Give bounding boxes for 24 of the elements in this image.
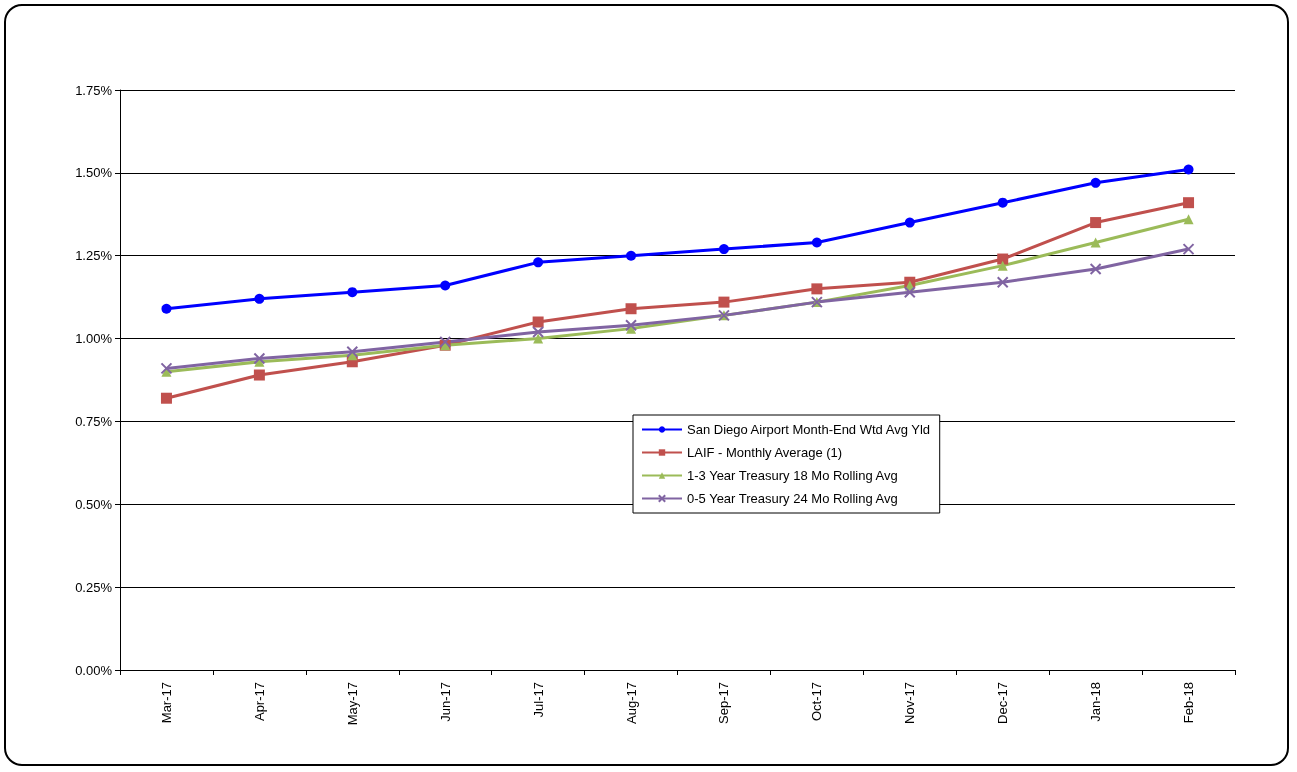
x-tick-label: Feb-18 — [1181, 682, 1197, 724]
legend-label: San Diego Airport Month-End Wtd Avg Yld — [687, 422, 931, 437]
y-tick-label: 0.25% — [75, 579, 113, 595]
y-tick-label: 0.00% — [75, 662, 113, 678]
x-tick-label: Apr-17 — [251, 682, 267, 722]
y-tick-label: 0.75% — [75, 413, 113, 429]
y-tick-label: 0.50% — [75, 496, 113, 512]
x-tick-label: Jan-18 — [1088, 682, 1104, 722]
y-tick-label: 1.75% — [75, 82, 113, 98]
x-tick-label: May-17 — [344, 682, 360, 726]
legend-label: LAIF - Monthly Average (1) — [687, 445, 843, 460]
y-tick-label: 1.00% — [75, 331, 113, 347]
x-tick-label: Jul-17 — [530, 682, 546, 718]
legend-label: 1-3 Year Treasury 18 Mo Rolling Avg — [687, 468, 898, 483]
legend-label: 0-5 Year Treasury 24 Mo Rolling Avg — [687, 491, 898, 506]
x-tick-label: Jun-17 — [437, 682, 453, 722]
x-tick-label: Sep-17 — [716, 682, 732, 724]
y-tick-label: 1.50% — [75, 165, 113, 181]
x-tick-label: Aug-17 — [623, 682, 639, 724]
x-tick-label: Nov-17 — [902, 682, 918, 724]
y-tick-label: 1.25% — [75, 248, 113, 264]
x-tick-label: Mar-17 — [158, 682, 174, 724]
x-tick-label: Oct-17 — [809, 682, 825, 722]
x-tick-label: Dec-17 — [995, 682, 1011, 724]
